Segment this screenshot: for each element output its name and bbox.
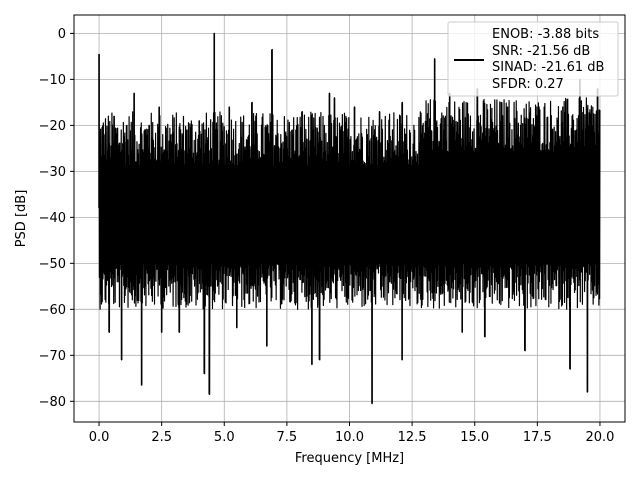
x-tick-label: 2.5 bbox=[151, 430, 172, 445]
y-axis-ticks: 0 −10 −20 −30 −40 −50 −60 −70 −80 bbox=[39, 27, 74, 410]
legend-sinad: SINAD: -21.61 dB bbox=[492, 60, 604, 75]
y-tick-label: −80 bbox=[39, 395, 66, 410]
x-axis-label: Frequency [MHz] bbox=[295, 451, 404, 466]
x-tick-label: 0.0 bbox=[89, 430, 110, 445]
x-tick-label: 17.5 bbox=[523, 430, 552, 445]
x-tick-label: 12.5 bbox=[398, 430, 427, 445]
x-tick-label: 15.0 bbox=[460, 430, 489, 445]
psd-series bbox=[98, 32, 601, 405]
y-tick-label: −10 bbox=[39, 73, 66, 88]
legend: ENOB: -3.88 bits SNR: -21.56 dB SINAD: -… bbox=[447, 21, 619, 97]
y-tick-label: −20 bbox=[39, 119, 66, 134]
x-tick-label: 5.0 bbox=[214, 430, 235, 445]
legend-snr: SNR: -21.56 dB bbox=[492, 44, 590, 59]
y-tick-label: −70 bbox=[39, 349, 66, 364]
psd-trace bbox=[98, 32, 601, 405]
y-tick-label: −50 bbox=[39, 257, 66, 272]
x-tick-label: 10.0 bbox=[335, 430, 364, 445]
legend-sfdr: SFDR: 0.27 bbox=[492, 77, 564, 92]
y-tick-label: −30 bbox=[39, 165, 66, 180]
legend-box bbox=[447, 21, 619, 97]
x-tick-label: 20.0 bbox=[585, 430, 614, 445]
legend-enob: ENOB: -3.88 bits bbox=[492, 27, 599, 42]
x-axis-ticks: 0.0 2.5 5.0 7.5 10.0 12.5 15.0 17.5 20.0 bbox=[89, 422, 614, 445]
x-tick-label: 7.5 bbox=[277, 430, 298, 445]
y-tick-label: −60 bbox=[39, 303, 66, 318]
y-tick-label: 0 bbox=[58, 27, 66, 42]
y-tick-label: −40 bbox=[39, 211, 66, 226]
y-axis-label: PSD [dB] bbox=[14, 190, 29, 248]
